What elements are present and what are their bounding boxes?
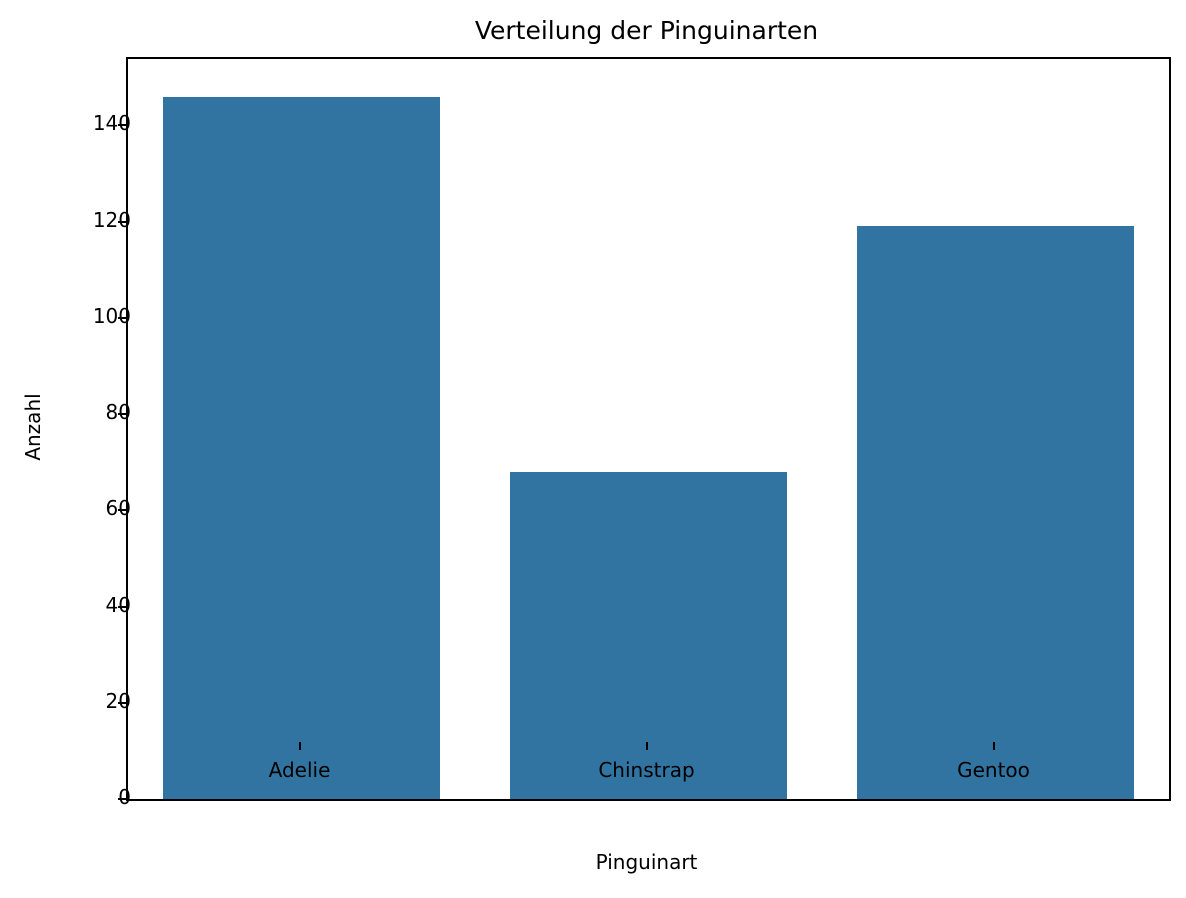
y-tick-mark (118, 701, 126, 704)
y-tick-mark (118, 413, 126, 416)
x-axis-label: Pinguinart (595, 850, 698, 874)
y-tick-label: 120 (92, 207, 131, 232)
y-axis-label: Anzahl (21, 393, 45, 461)
y-tick-label: 140 (92, 111, 131, 136)
y-tick-mark (118, 316, 126, 319)
y-tick-label: 20 (105, 688, 131, 713)
y-tick-mark (118, 509, 126, 512)
x-tick-mark (645, 742, 648, 750)
bar-adelie (162, 96, 441, 799)
y-tick-label: 80 (105, 400, 131, 425)
bar-gentoo (856, 226, 1135, 799)
x-tick-mark (298, 742, 301, 750)
plot-area (118, 57, 1171, 801)
y-tick-mark (118, 220, 126, 223)
y-tick-mark (118, 124, 126, 127)
x-tick-label-chinstrap: Chinstrap (598, 758, 695, 782)
bar-chinstrap (509, 471, 788, 799)
x-tick-label-gentoo: Gentoo (957, 758, 1030, 782)
y-tick-label: 100 (92, 303, 131, 328)
y-tick-mark (118, 605, 126, 608)
x-tick-mark (992, 742, 995, 750)
y-tick-mark (118, 798, 126, 800)
y-tick-label: 40 (105, 592, 131, 617)
y-tick-label: 0 (118, 785, 131, 809)
y-tick-label: 60 (105, 496, 131, 521)
chart-title: Verteilung der Pinguinarten (474, 16, 819, 45)
x-tick-label-adelie: Adelie (268, 758, 331, 782)
